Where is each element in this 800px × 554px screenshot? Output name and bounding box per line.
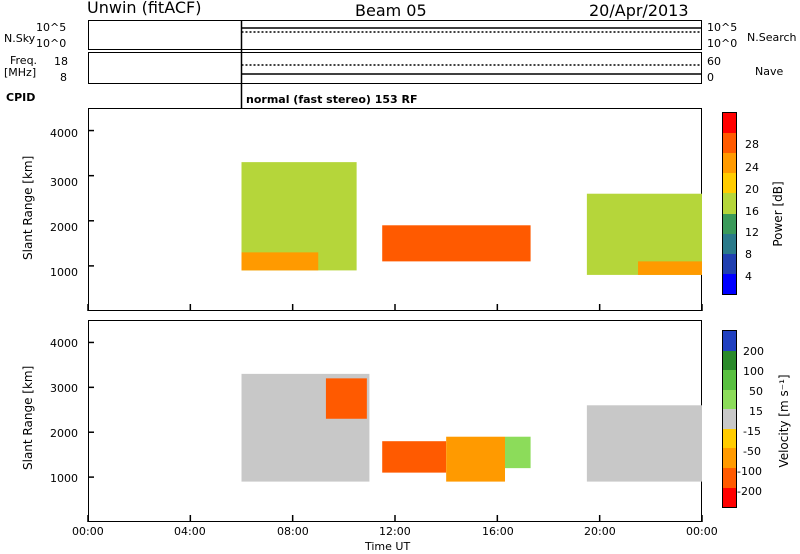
- station-title: Unwin (fitACF): [87, 0, 202, 17]
- velocity-ytick-2000: 2000: [50, 427, 78, 440]
- velocity-ytick-1000: 1000: [50, 472, 78, 485]
- velocity-ytick-3000: 3000: [50, 382, 78, 395]
- velocity-cb-tick-m50: -50: [743, 445, 761, 458]
- velocity-colorbar: [722, 330, 737, 508]
- power-region-0: [241, 162, 357, 271]
- nave-tick-high: 60: [707, 55, 721, 68]
- nave-label: Nave: [755, 65, 784, 78]
- sky-strip: [88, 20, 702, 50]
- nsearch-tick-high: 10^5: [707, 21, 738, 34]
- power-ytick-4000: 4000: [50, 127, 78, 140]
- xtick-1: 04:00: [174, 525, 206, 538]
- velocity-region-5: [586, 405, 702, 482]
- velocity-cb-tick-m15: -15: [743, 425, 761, 438]
- xtick-6: 00:00: [686, 525, 718, 538]
- nsky-label: N.Sky: [4, 32, 36, 45]
- nsearch-tick-low: 10^0: [707, 37, 738, 50]
- power-colorbar: [722, 112, 737, 295]
- mhz-label: [MHz]: [4, 66, 37, 79]
- power-cb-tick-12: 12: [745, 226, 759, 239]
- xlabel: Time UT: [365, 540, 411, 553]
- power-cb-tick-8: 8: [745, 248, 752, 261]
- cpid-text: normal (fast stereo) 153 RF: [246, 93, 418, 106]
- power-cb-tick-16: 16: [745, 205, 759, 218]
- sky-tick-high: 10^5: [36, 21, 67, 34]
- velocity-cb-tick-100: 100: [743, 365, 764, 378]
- sky-tick-low: 10^0: [36, 37, 67, 50]
- velocity-cb-tick-m100: -100: [737, 465, 762, 478]
- nave-tick-low: 0: [707, 71, 714, 84]
- freq-label: Freq.: [10, 54, 38, 67]
- freq-tick-high: 18: [54, 55, 68, 68]
- power-region-2: [382, 225, 531, 262]
- velocity-cb-tick-50: 50: [749, 385, 763, 398]
- power-cb-tick-24: 24: [745, 161, 759, 174]
- xtick-4: 16:00: [482, 525, 514, 538]
- freq-tick-low: 8: [60, 71, 67, 84]
- power-ytick-1000: 1000: [50, 266, 78, 279]
- xtick-5: 20:00: [584, 525, 616, 538]
- nsearch-label: N.Search: [747, 31, 797, 44]
- xtick-2: 08:00: [277, 525, 309, 538]
- velocity-region-1: [325, 378, 367, 419]
- velocity-region-4: [505, 436, 531, 469]
- power-cb-tick-4: 4: [745, 270, 752, 283]
- freq-strip: [88, 52, 702, 84]
- velocity-ytick-4000: 4000: [50, 337, 78, 350]
- velocity-region-3: [446, 436, 506, 482]
- velocity-region-2: [382, 441, 447, 473]
- power-cb-tick-20: 20: [745, 183, 759, 196]
- xtick-0: 00:00: [72, 525, 104, 538]
- power-ytick-2000: 2000: [50, 221, 78, 234]
- velocity-cb-tick-m200: -200: [737, 485, 762, 498]
- xtick-3: 12:00: [379, 525, 411, 538]
- cpid-label: CPID: [6, 91, 36, 104]
- power-region-1: [241, 252, 319, 271]
- power-region-4: [638, 261, 702, 275]
- power-ytick-3000: 3000: [50, 176, 78, 189]
- beam-title: Beam 05: [355, 1, 427, 20]
- velocity-cb-tick-15: 15: [749, 405, 763, 418]
- velocity-cb-tick-200: 200: [743, 345, 764, 358]
- power-cb-tick-28: 28: [745, 138, 759, 151]
- date-title: 20/Apr/2013: [589, 1, 689, 20]
